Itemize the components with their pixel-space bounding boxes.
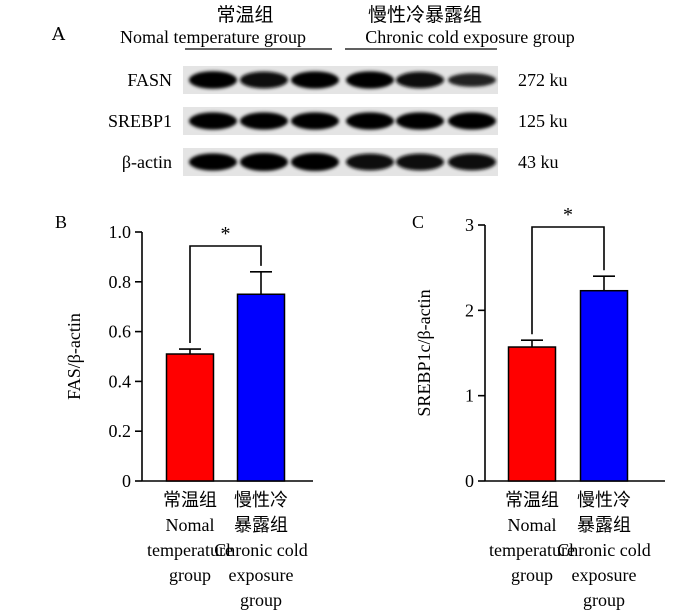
y-axis-label: SREBP1c/β-actin	[414, 289, 434, 416]
blot-size-label: 125 ku	[518, 111, 568, 131]
blot-size-label: 43 ku	[518, 152, 559, 172]
y-tick-label: 1	[465, 386, 474, 406]
bar	[165, 353, 215, 482]
blot-band	[291, 112, 339, 130]
x-category-label-en: group	[511, 565, 553, 585]
x-category-label-en: group	[583, 590, 625, 610]
blot-band	[291, 153, 339, 171]
x-category-label-cn: 暴露组	[577, 515, 631, 536]
panel-label-a: A	[51, 24, 66, 45]
bar	[507, 346, 557, 482]
blot-band	[189, 112, 237, 130]
x-category-label-en: Nomal	[166, 515, 215, 535]
blot-band	[396, 153, 444, 171]
blot-row: β-actin 43 ku	[122, 148, 559, 176]
blot-size-label: 272 ku	[518, 70, 568, 90]
blot-band	[240, 71, 288, 89]
blot-band	[346, 153, 394, 171]
blot-row: SREBP1 125 ku	[108, 107, 568, 135]
blot-band	[240, 112, 288, 130]
y-tick-label: 0.6	[109, 322, 132, 342]
panel-label-b: B	[55, 212, 67, 232]
blot-band	[346, 71, 394, 89]
y-tick-label: 1.0	[109, 222, 132, 242]
y-tick-label: 0	[122, 471, 131, 491]
x-category-label-en: group	[169, 565, 211, 585]
blot-band	[448, 153, 496, 171]
x-category-label-cn: 慢性冷	[234, 490, 288, 511]
x-category-label-en: Nomal	[508, 515, 557, 535]
blot-protein-label: FASN	[127, 70, 172, 90]
x-category-label-en: exposure	[229, 565, 294, 585]
y-axis-label: FAS/β-actin	[64, 313, 84, 400]
significance-bracket	[189, 245, 262, 344]
group-left-en-label: Nomal temperature group	[120, 27, 306, 47]
x-category-label-en: Chronic cold	[214, 540, 307, 560]
blot-band	[189, 153, 237, 171]
y-tick-label: 2	[465, 300, 474, 320]
blot-band	[448, 112, 496, 130]
chart-panel-b: FAS/β-actin 0 0.2 0.4 0.6 0.8 1.0 * 常温组 Nomal temp…	[64, 222, 313, 610]
significance-marker: *	[563, 204, 573, 226]
blot-protein-label: β-actin	[122, 152, 172, 172]
x-category-label-en: Chronic cold	[557, 540, 650, 560]
bar	[579, 289, 629, 482]
blot-protein-label: SREBP1	[108, 111, 172, 131]
x-category-label-en: temperature	[489, 540, 575, 560]
group-left-cn-label: 常温组	[216, 4, 273, 26]
western-blot-panel: A 常温组 Nomal temperature group 慢性冷暴露组 Chr…	[51, 4, 575, 176]
x-category-label-en: group	[240, 590, 282, 610]
y-tick-label: 0.2	[109, 421, 132, 441]
significance-marker: *	[221, 223, 231, 245]
x-category-label-en: temperature	[147, 540, 233, 560]
blot-row: FASN 272 ku	[127, 66, 568, 94]
significance-bracket	[531, 226, 605, 335]
group-right-cn-label: 慢性冷暴露组	[368, 4, 482, 26]
blot-band	[396, 112, 444, 130]
y-tick-label: 0.4	[109, 371, 132, 391]
y-tick-label: 3	[465, 215, 474, 235]
bar	[236, 293, 286, 482]
x-category-label-cn: 慢性冷	[577, 490, 631, 511]
x-category-label-cn: 常温组	[163, 490, 217, 511]
group-right-en-label: Chronic cold exposure group	[365, 27, 574, 47]
x-category-label-cn: 常温组	[505, 490, 559, 511]
blot-band	[448, 73, 496, 87]
y-tick-label: 0.8	[109, 272, 132, 292]
y-tick-label: 0	[465, 471, 474, 491]
blot-band	[291, 71, 339, 89]
panel-label-c: C	[412, 212, 424, 232]
blot-band	[346, 112, 394, 130]
x-category-label-en: exposure	[572, 565, 637, 585]
blot-band	[396, 71, 444, 89]
x-category-label-cn: 暴露组	[234, 515, 288, 536]
blot-band	[240, 153, 288, 171]
blot-band	[189, 71, 237, 89]
chart-panel-c: SREBP1c/β-actin 0 1 2 3 * 常温组 Nomal temperature g…	[414, 204, 665, 610]
